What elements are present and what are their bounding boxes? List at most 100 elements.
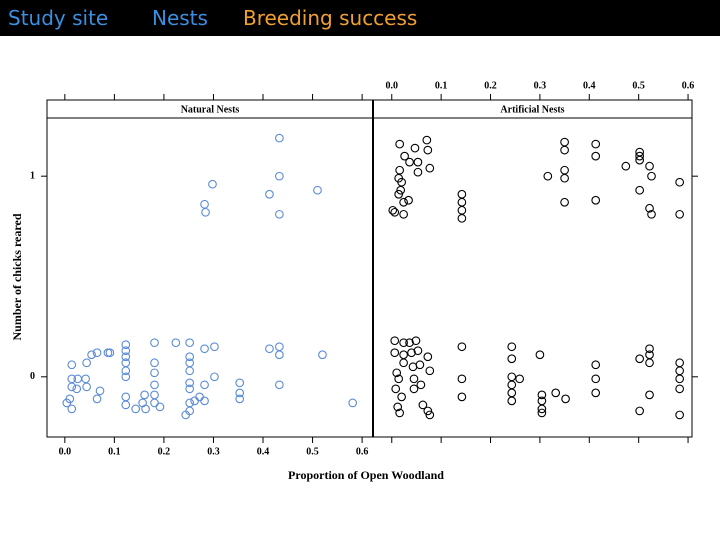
point	[635, 155, 645, 165]
point	[507, 342, 517, 352]
point	[155, 402, 165, 412]
point	[423, 406, 433, 416]
point	[399, 209, 408, 219]
point	[416, 380, 426, 390]
point	[411, 336, 421, 346]
point	[388, 205, 398, 215]
point	[675, 177, 685, 187]
point	[392, 368, 402, 378]
point	[645, 161, 654, 171]
point	[537, 404, 547, 414]
point	[415, 360, 425, 370]
point	[675, 374, 685, 384]
x-tick-label: 0.2	[158, 446, 171, 457]
point	[535, 350, 545, 360]
point	[235, 394, 245, 404]
point	[515, 374, 525, 384]
point	[399, 350, 408, 360]
point	[591, 388, 601, 398]
point	[675, 410, 685, 420]
point	[635, 185, 645, 195]
point	[265, 189, 274, 199]
tab[interactable]: Study site	[8, 6, 109, 30]
point	[208, 179, 217, 189]
tab[interactable]: Nests	[152, 6, 208, 30]
strip-title: Artificial Nests	[500, 104, 564, 115]
point	[150, 338, 159, 348]
point	[190, 396, 199, 406]
point	[561, 394, 570, 404]
point	[185, 384, 195, 394]
point	[675, 209, 685, 219]
y-axis-label: Number of chicks reared	[10, 213, 24, 340]
point	[275, 209, 284, 219]
point	[507, 380, 517, 390]
point	[121, 366, 131, 376]
point	[395, 408, 405, 418]
point	[171, 338, 181, 348]
point	[395, 139, 405, 149]
point	[150, 390, 159, 400]
point	[675, 384, 685, 394]
point	[635, 406, 645, 416]
point	[201, 207, 210, 217]
point	[399, 197, 408, 207]
point	[457, 197, 467, 207]
point	[87, 350, 96, 360]
point	[645, 203, 654, 213]
point	[140, 390, 149, 400]
point	[457, 392, 467, 402]
point	[645, 358, 654, 368]
point	[645, 390, 654, 400]
x-tick-label: 0.4	[257, 446, 270, 457]
x-tick-label: 0.3	[534, 80, 547, 91]
point	[413, 157, 423, 167]
point	[405, 338, 414, 348]
x-tick-label: 0.6	[682, 80, 695, 91]
x-tick-label: 0.1	[108, 446, 121, 457]
point	[395, 165, 405, 175]
point	[200, 344, 209, 354]
x-axis-label: Proportion of Open Woodland	[288, 468, 444, 482]
point	[393, 402, 403, 412]
point	[141, 404, 150, 414]
point	[235, 378, 245, 388]
point	[647, 209, 656, 219]
x-tick-label: 0.1	[435, 80, 448, 91]
point	[560, 145, 569, 155]
point	[313, 185, 322, 195]
point	[413, 167, 423, 177]
point	[81, 374, 90, 384]
point	[635, 354, 645, 364]
point	[675, 358, 685, 368]
point	[185, 338, 195, 348]
x-tick-label: 0.6	[356, 446, 369, 457]
point	[72, 384, 82, 394]
point	[265, 344, 274, 354]
point	[425, 163, 435, 173]
point	[150, 380, 159, 390]
x-tick-label: 0.0	[59, 446, 72, 457]
point	[399, 338, 408, 348]
point	[235, 388, 245, 398]
point	[391, 384, 401, 394]
point	[185, 366, 195, 376]
point	[397, 392, 406, 402]
point	[121, 352, 131, 362]
point	[121, 372, 131, 382]
point	[200, 380, 209, 390]
tab[interactable]: Breeding success	[243, 6, 418, 30]
point	[390, 336, 400, 346]
x-tick-label: 0.2	[484, 80, 497, 91]
point	[409, 384, 419, 394]
point	[200, 396, 209, 406]
point	[560, 197, 569, 207]
point	[591, 374, 601, 384]
point	[591, 360, 601, 370]
y-tick-label: 0	[30, 371, 35, 382]
point	[275, 380, 284, 390]
point	[537, 390, 547, 400]
point	[121, 392, 131, 402]
point	[105, 348, 115, 358]
